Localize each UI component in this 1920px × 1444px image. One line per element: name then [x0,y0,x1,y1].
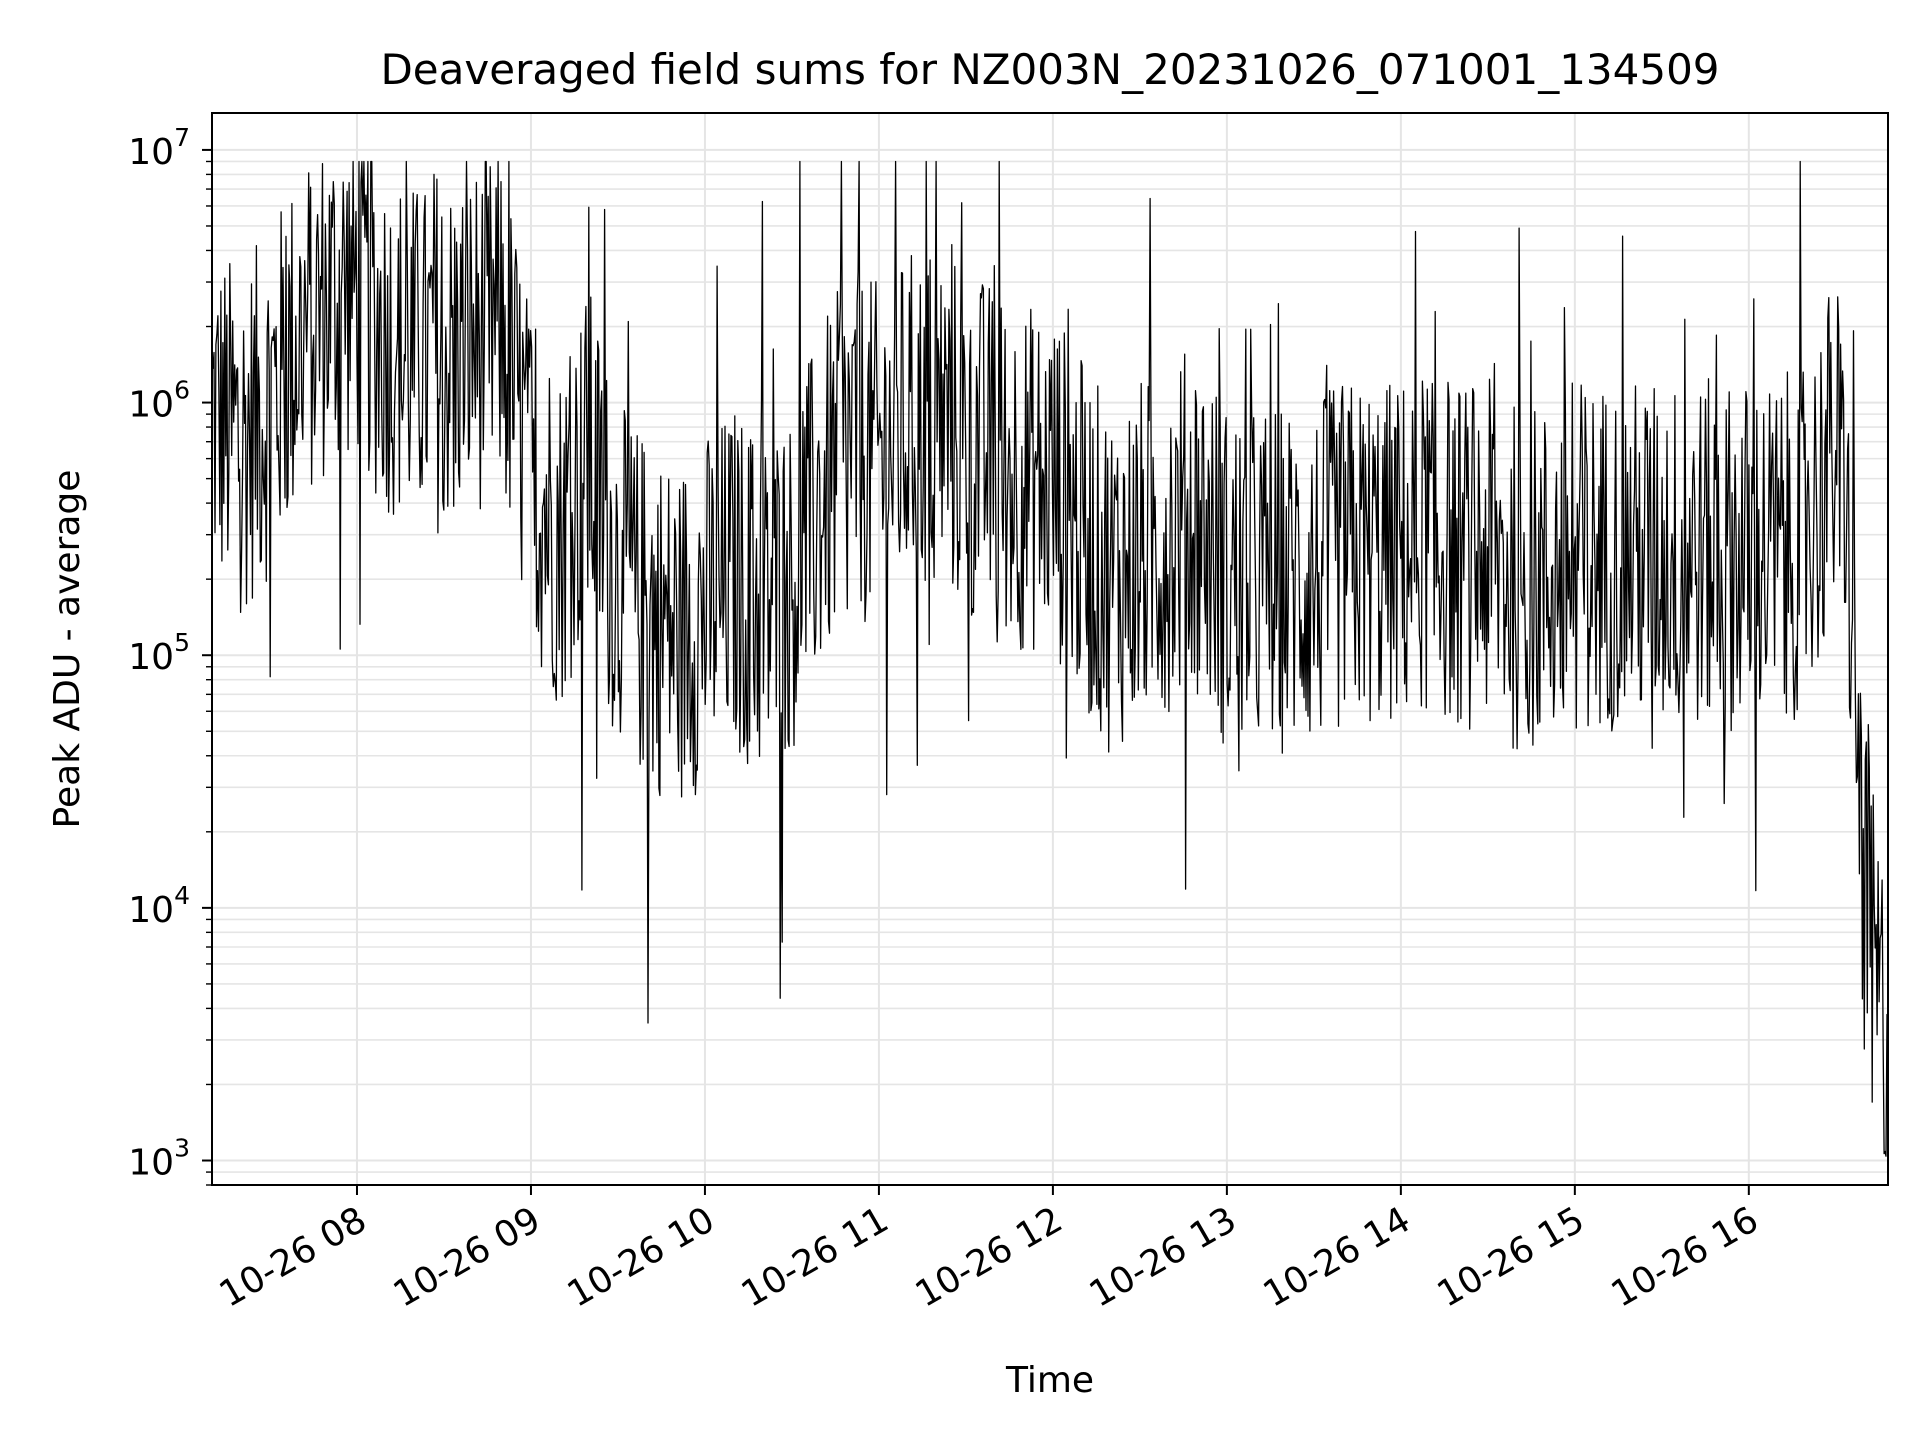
chart-title: Deaveraged field sums for NZ003N_2023102… [380,45,1719,94]
plot-frame [211,112,1889,1186]
y-tick-label: 103 [128,1134,190,1184]
y-tick-label: 107 [128,123,190,173]
series-line [211,160,1889,1157]
grid-layer [212,113,1888,1186]
x-axis-label: Time [1005,1360,1094,1401]
x-tick-label: 10-26 12 [909,1199,1070,1315]
x-tick-label: 10-26 09 [387,1199,548,1315]
y-tick-label: 106 [128,376,190,426]
y-tick-label: 105 [128,628,190,678]
line-layer [211,160,1889,1157]
x-tick-label: 10-26 16 [1605,1199,1766,1315]
x-tick-label: 10-26 14 [1257,1199,1418,1315]
y-tick-label: 104 [128,881,190,931]
x-tick-label: 10-26 08 [213,1199,374,1315]
x-tick-label: 10-26 13 [1083,1199,1244,1315]
x-tick-label: 10-26 10 [561,1199,722,1315]
y-axis-label: Peak ADU - average [47,470,88,829]
x-tick-label: 10-26 11 [735,1199,896,1315]
x-tick-label: 10-26 15 [1431,1199,1592,1315]
